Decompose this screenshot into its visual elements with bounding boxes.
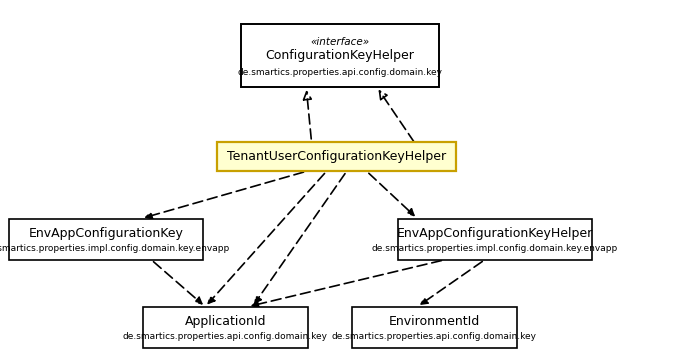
Text: de.smartics.properties.impl.config.domain.key.envapp: de.smartics.properties.impl.config.domai…	[0, 244, 229, 253]
Text: de.smartics.properties.api.config.domain.key: de.smartics.properties.api.config.domain…	[238, 68, 442, 77]
Text: EnvAppConfigurationKeyHelper: EnvAppConfigurationKeyHelper	[396, 227, 593, 240]
Text: de.smartics.properties.impl.config.domain.key.envapp: de.smartics.properties.impl.config.domai…	[371, 244, 618, 253]
Bar	[351, 307, 516, 348]
Text: EnvironmentId: EnvironmentId	[388, 315, 480, 328]
Text: de.smartics.properties.api.config.domain.key: de.smartics.properties.api.config.domain…	[332, 332, 536, 341]
Text: ApplicationId: ApplicationId	[184, 315, 267, 328]
Bar	[217, 142, 456, 171]
Bar	[9, 219, 203, 260]
Bar	[241, 24, 439, 87]
Text: TenantUserConfigurationKeyHelper: TenantUserConfigurationKeyHelper	[227, 150, 446, 163]
Bar	[143, 307, 308, 348]
Text: ConfigurationKeyHelper: ConfigurationKeyHelper	[265, 49, 415, 62]
Bar	[398, 219, 592, 260]
Text: «interface»: «interface»	[310, 37, 369, 47]
Text: EnvAppConfigurationKey: EnvAppConfigurationKey	[29, 227, 184, 240]
Text: de.smartics.properties.api.config.domain.key: de.smartics.properties.api.config.domain…	[123, 332, 328, 341]
